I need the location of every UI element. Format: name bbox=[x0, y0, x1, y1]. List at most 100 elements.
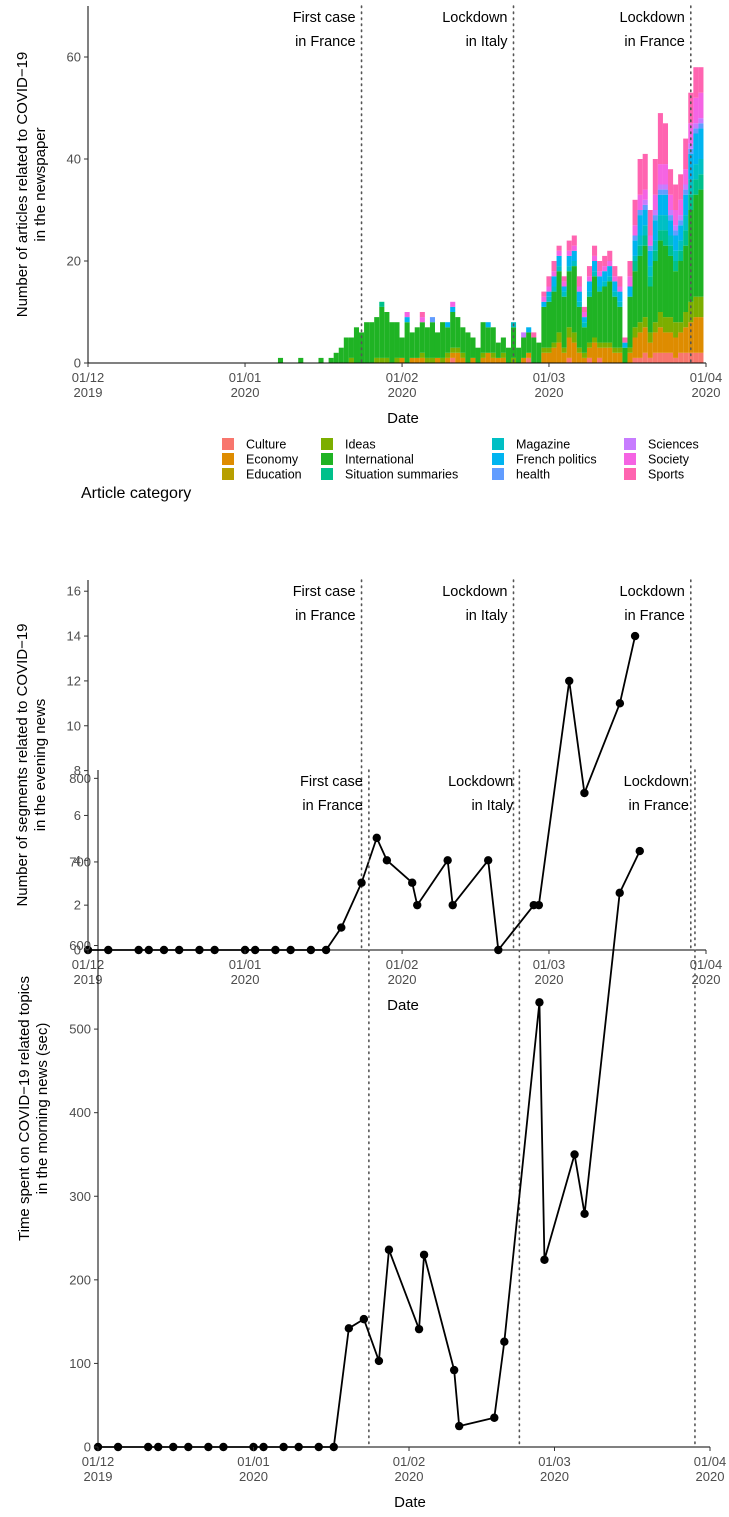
bar-segment bbox=[647, 250, 653, 267]
bar-segment bbox=[693, 296, 699, 318]
bar-segment bbox=[673, 322, 679, 338]
bar-segment bbox=[637, 194, 643, 210]
bar-segment bbox=[678, 352, 684, 363]
bar-segment bbox=[673, 271, 679, 323]
bar-segment bbox=[414, 327, 420, 358]
bar-segment bbox=[561, 286, 567, 292]
bar-segment bbox=[642, 204, 648, 210]
legend-item-label: Ideas bbox=[345, 438, 376, 452]
bar-segment bbox=[586, 347, 593, 358]
bar-segment bbox=[353, 327, 360, 363]
data-point bbox=[483, 856, 493, 865]
x-tick-label-line2: 2020 bbox=[535, 385, 564, 400]
event-label-line1: First case bbox=[293, 584, 356, 600]
bar-segment bbox=[683, 194, 689, 216]
bar-segment bbox=[576, 306, 582, 348]
y-tick-label: 6 bbox=[74, 808, 81, 823]
y-tick-label: 16 bbox=[67, 584, 81, 599]
bar-segment bbox=[678, 240, 684, 251]
bar-segment bbox=[526, 352, 532, 358]
legend-swatch bbox=[492, 453, 504, 465]
bar-segment bbox=[612, 281, 618, 292]
bar-segment bbox=[485, 352, 491, 363]
bar-segment bbox=[450, 352, 456, 358]
bar-segment bbox=[480, 352, 486, 358]
bar-segment bbox=[662, 189, 669, 195]
bar-segment bbox=[632, 271, 638, 328]
bar-segment bbox=[551, 347, 557, 363]
bar-segment bbox=[541, 347, 547, 353]
data-point bbox=[414, 1324, 424, 1334]
data-point bbox=[382, 856, 392, 865]
bar-segment bbox=[688, 153, 694, 180]
bar-segment bbox=[642, 327, 648, 353]
bar-segment bbox=[571, 245, 577, 251]
bar-segment bbox=[485, 322, 491, 328]
bar-segment bbox=[693, 123, 699, 129]
bar-segment bbox=[622, 342, 628, 348]
bar-segment bbox=[333, 352, 339, 363]
bar-segment bbox=[348, 357, 354, 363]
bar-segment bbox=[637, 159, 643, 195]
bar-segment bbox=[566, 266, 572, 272]
bar-segment bbox=[652, 352, 658, 363]
bar-segment bbox=[612, 296, 618, 348]
bar-segment bbox=[647, 357, 653, 363]
data-point bbox=[344, 1324, 354, 1333]
bar-segment bbox=[541, 296, 547, 302]
bar-segment bbox=[389, 322, 395, 363]
bar-segment bbox=[490, 352, 496, 358]
bar-segment bbox=[440, 322, 446, 358]
bar-segment bbox=[455, 317, 461, 348]
bar-segment bbox=[450, 301, 456, 307]
bar-segment bbox=[647, 276, 653, 287]
bar-segment bbox=[657, 113, 663, 165]
y-tick-label: 10 bbox=[67, 718, 81, 733]
bar-segment bbox=[536, 342, 542, 363]
bar-segment bbox=[668, 245, 674, 256]
bar-segment bbox=[551, 286, 557, 292]
legend-swatch bbox=[624, 438, 636, 450]
bar-segment bbox=[673, 357, 679, 363]
x-tick-label-line2: 2019 bbox=[74, 972, 103, 987]
bar-segment bbox=[566, 271, 572, 328]
bar-segment bbox=[531, 337, 537, 363]
bar-segment bbox=[652, 215, 658, 221]
bar-segment bbox=[369, 322, 375, 363]
bar-segment bbox=[592, 271, 598, 277]
bar-segment bbox=[673, 225, 679, 231]
bar-segment bbox=[338, 347, 344, 363]
legend-swatch bbox=[321, 438, 333, 450]
bar-segment bbox=[607, 276, 613, 282]
bar-segment bbox=[662, 123, 669, 165]
bar-segment bbox=[693, 164, 699, 180]
y-tick-label: 300 bbox=[69, 1189, 91, 1204]
bar-segment bbox=[592, 276, 598, 338]
event-label-line1: First case bbox=[293, 10, 356, 26]
bar-segment bbox=[576, 301, 582, 307]
bar-segment bbox=[668, 194, 674, 210]
bar-segment bbox=[561, 281, 567, 287]
bar-segment bbox=[632, 357, 638, 363]
bar-segment bbox=[683, 169, 689, 185]
bar-segment bbox=[450, 357, 456, 363]
bar-segment bbox=[632, 225, 638, 236]
bar-segment bbox=[597, 261, 603, 272]
legend-item-label: Sports bbox=[648, 468, 684, 482]
bar-segment bbox=[445, 327, 451, 353]
bar-segment bbox=[586, 291, 593, 297]
bar-segment bbox=[576, 286, 582, 292]
bar-segment bbox=[404, 322, 410, 363]
bar-segment bbox=[693, 194, 699, 297]
bar-segment bbox=[561, 352, 567, 363]
data-point bbox=[443, 856, 452, 865]
x-tick-label-line2: 2020 bbox=[388, 972, 417, 987]
bar-segment bbox=[673, 184, 679, 210]
y-tick-label: 100 bbox=[69, 1356, 91, 1371]
bar-segment bbox=[379, 301, 385, 307]
bar-segment bbox=[480, 322, 486, 353]
bar-segment bbox=[698, 189, 704, 297]
bar-segment bbox=[546, 286, 552, 292]
bar-segment bbox=[409, 332, 415, 358]
